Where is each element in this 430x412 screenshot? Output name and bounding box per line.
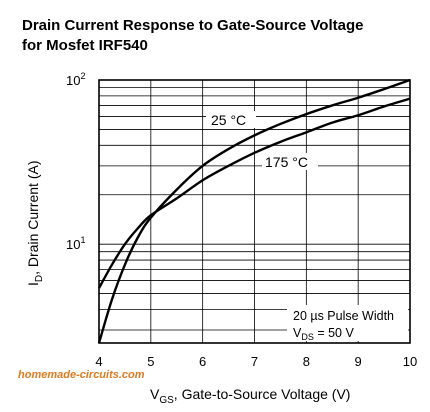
annotation: 20 µs Pulse Width VDS = 50 V [287,305,408,342]
annotation-line2: VDS = 50 V [293,326,354,342]
x-tick-label: 10 [403,354,417,369]
y-tick-labels: 101 102 [66,71,85,252]
x-tick-label: 6 [199,354,206,369]
watermark: homemade-circuits.com [18,369,145,381]
series-line-175c [97,97,411,289]
x-tick-label: 8 [303,354,310,369]
chart-title-line1: Drain Current Response to Gate-Source Vo… [22,17,363,34]
y-tick-label: 101 [66,235,85,252]
x-tick-label: 4 [95,354,102,369]
series-label-175c: 175 °C [262,153,318,170]
x-tick-label: 7 [251,354,258,369]
x-tick-labels: 4 5 6 7 8 9 10 [95,354,417,369]
plot-frame [98,79,411,344]
chart-title-line2: for Mosfet IRF540 [22,37,148,54]
y-axis-label: ID, Drain Current (A) [25,161,45,286]
series-lines [97,78,411,344]
annotation-line1: 20 µs Pulse Width [293,309,394,323]
series-line-25c [97,78,411,344]
y-tick-label: 102 [66,71,85,88]
series-label-25c-text: 25 °C [211,112,246,128]
series-label-175c-text: 175 °C [265,154,308,170]
series-label-25c: 25 °C [206,111,256,128]
x-axis-label: VGS, Gate-to-Source Voltage (V) [150,386,350,406]
x-tick-label: 5 [147,354,154,369]
x-tick-label: 9 [355,354,362,369]
